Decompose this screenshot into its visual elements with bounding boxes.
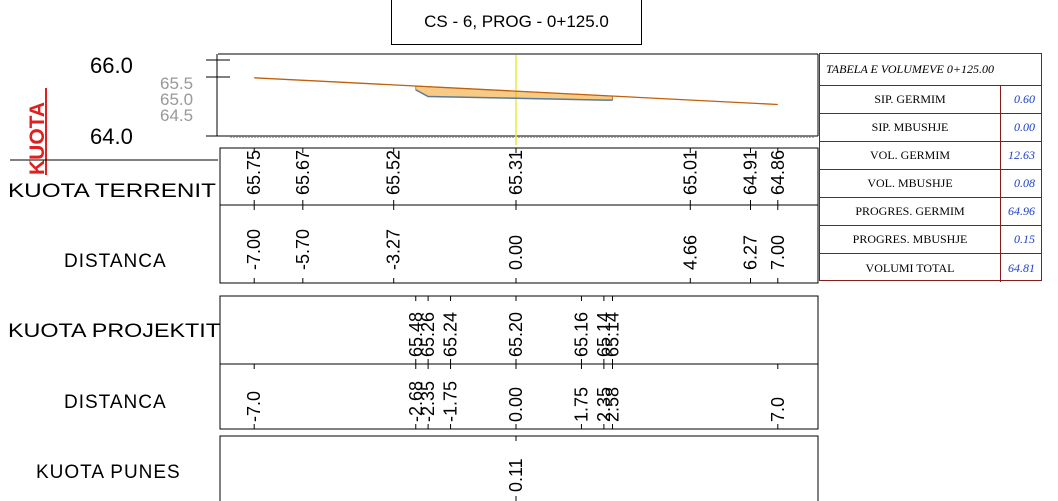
axis-gray-value: 64.5 — [160, 106, 193, 125]
distance2-value: 2.35 — [594, 387, 614, 422]
distance2-value: -2.35 — [418, 381, 438, 422]
terrain-value: 65.75 — [244, 150, 264, 195]
distance2-value: 2.58 — [602, 387, 622, 422]
axis-gray-value: 65.5 — [160, 74, 193, 93]
project-value: 65.48 — [406, 312, 426, 357]
design-line — [415, 89, 613, 101]
terrain-value: 65.52 — [384, 150, 404, 195]
distance2-value: 0.00 — [506, 387, 526, 422]
band-values: 65.75 65.67 65.52 65.31 65.01 64.91 64.86-7.00… — [244, 148, 788, 501]
distance2-value: 7.0 — [768, 397, 788, 422]
volume-row-value: 0.00 — [1014, 120, 1035, 134]
project-value: 65.16 — [571, 312, 591, 357]
row-label-project: KUOTA PROJEKTIT — [8, 321, 220, 342]
volume-row: SIP. GERMIM 0.60 — [820, 86, 1041, 114]
project-value: 65.14 — [594, 312, 614, 357]
row-label-terrain: KUOTA TERRENIT — [8, 181, 216, 202]
axis-gray-value: 65.0 — [160, 90, 193, 109]
volume-row-label: SIP. GERMIM — [820, 86, 1001, 113]
distance2-value: -1.75 — [441, 381, 461, 422]
volume-row: PROGRES. GERMIM 64.96 — [820, 198, 1041, 226]
terrain-value: 64.86 — [768, 150, 788, 195]
volume-row-value: 0.15 — [1014, 232, 1035, 246]
band-distance2-frame — [219, 363, 819, 430]
section-title: CS - 6, PROG - 0+125.0 — [391, 0, 642, 45]
volume-row-label: PROGRES. GERMIM — [820, 198, 1001, 225]
distance1-value: 0.00 — [506, 235, 526, 270]
volume-row-label: PROGRES. MBUSHJE — [820, 226, 1001, 253]
distance1-value: 7.00 — [768, 235, 788, 270]
terrain-line — [254, 77, 778, 106]
distance2-value: 1.75 — [571, 387, 591, 422]
volume-row: VOLUMI TOTAL 64.81 — [820, 254, 1041, 282]
volume-table: TABELA E VOLUMEVE 0+125.00 SIP. GERMIM 0… — [819, 53, 1042, 282]
terrain-value: 65.01 — [680, 150, 700, 195]
volume-row-value: 64.96 — [1008, 204, 1035, 218]
axis-bottom-value: 64.0 — [90, 124, 133, 149]
terrain-value: 65.31 — [506, 150, 526, 195]
project-value: 65.26 — [418, 312, 438, 357]
volume-row-label: VOL. MBUSHJE — [820, 170, 1001, 197]
distance1-value: -3.27 — [384, 229, 404, 270]
terrain-value: 65.67 — [293, 150, 313, 195]
row-label-distance2: DISTANCA — [64, 392, 167, 413]
volume-row-label: VOL. GERMIM — [820, 142, 1001, 169]
terrain-value: 64.91 — [740, 150, 760, 195]
volume-row-value: 64.81 — [1008, 260, 1035, 275]
project-value: 65.24 — [441, 312, 461, 357]
volume-row: VOL. GERMIM 12.63 — [820, 142, 1041, 170]
project-value: 65.14 — [602, 312, 622, 357]
volume-row: SIP. MBUSHJE 0.00 — [820, 114, 1041, 142]
work-value: 0.11 — [506, 458, 526, 492]
project-value: 65.20 — [506, 312, 526, 357]
volume-row: VOL. MBUSHJE 0.08 — [820, 170, 1041, 198]
volume-row-value: 0.08 — [1014, 176, 1035, 190]
band-distance1-frame — [219, 204, 819, 284]
band-work-frame — [219, 435, 819, 501]
volume-table-header: TABELA E VOLUMEVE 0+125.00 — [820, 54, 1041, 86]
axis-top-value: 66.0 — [90, 53, 133, 78]
distance2-value: -7.0 — [244, 391, 264, 422]
axis-title: KUOTA — [26, 102, 49, 175]
row-label-distance1: DISTANCA — [64, 251, 167, 272]
distance1-value: 4.66 — [680, 235, 700, 270]
volume-row-value: 12.63 — [1008, 148, 1035, 162]
volume-row: PROGRES. MBUSHJE 0.15 — [820, 226, 1041, 254]
volume-row-label: SIP. MBUSHJE — [820, 114, 1001, 141]
distance1-value: -5.70 — [293, 229, 313, 270]
design-line-group — [415, 89, 613, 101]
distance1-value: -7.00 — [244, 229, 264, 270]
distance1-value: 6.27 — [740, 235, 760, 270]
volume-row-label: VOLUMI TOTAL — [820, 254, 1001, 282]
volume-row-value: 0.60 — [1014, 92, 1035, 106]
row-label-work: KUOTA PUNES — [36, 462, 181, 483]
terrain-line-group — [254, 77, 778, 106]
distance2-value: -2.68 — [406, 381, 426, 422]
